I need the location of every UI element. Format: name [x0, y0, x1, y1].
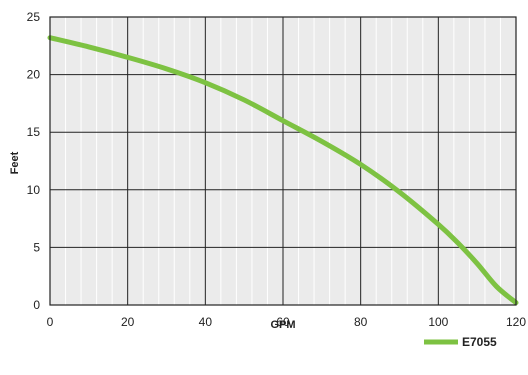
y-tick-label: 5: [33, 240, 40, 254]
x-tick-label: 100: [428, 315, 448, 329]
x-tick-label: 0: [47, 315, 54, 329]
plot-frame: [49, 16, 517, 306]
y-tick-label: 25: [27, 10, 41, 24]
series-line-e7055: [47, 35, 519, 306]
legend: E7055: [424, 335, 497, 349]
legend-label-e7055: E7055: [462, 335, 497, 349]
y-tick-label: 10: [27, 183, 41, 197]
y-axis-ticks: 0 5 10 15 20 25: [27, 10, 41, 312]
x-tick-label: 120: [506, 315, 526, 329]
y-tick-label: 20: [27, 68, 41, 82]
x-tick-label: 60: [276, 315, 290, 329]
x-axis-label: GPM: [270, 319, 295, 331]
plot-border: [49, 16, 517, 306]
x-tick-label: 80: [354, 315, 368, 329]
y-tick-label: 15: [27, 125, 41, 139]
x-axis-ticks: 0 20 40 60 80 100 120: [47, 315, 527, 329]
x-tick-label: 20: [121, 315, 135, 329]
x-tick-label: 40: [199, 315, 213, 329]
minor-grid: [65, 17, 501, 305]
series-layer: [47, 35, 519, 306]
y-axis-label: Feet: [9, 151, 21, 174]
y-tick-label: 0: [33, 298, 40, 312]
